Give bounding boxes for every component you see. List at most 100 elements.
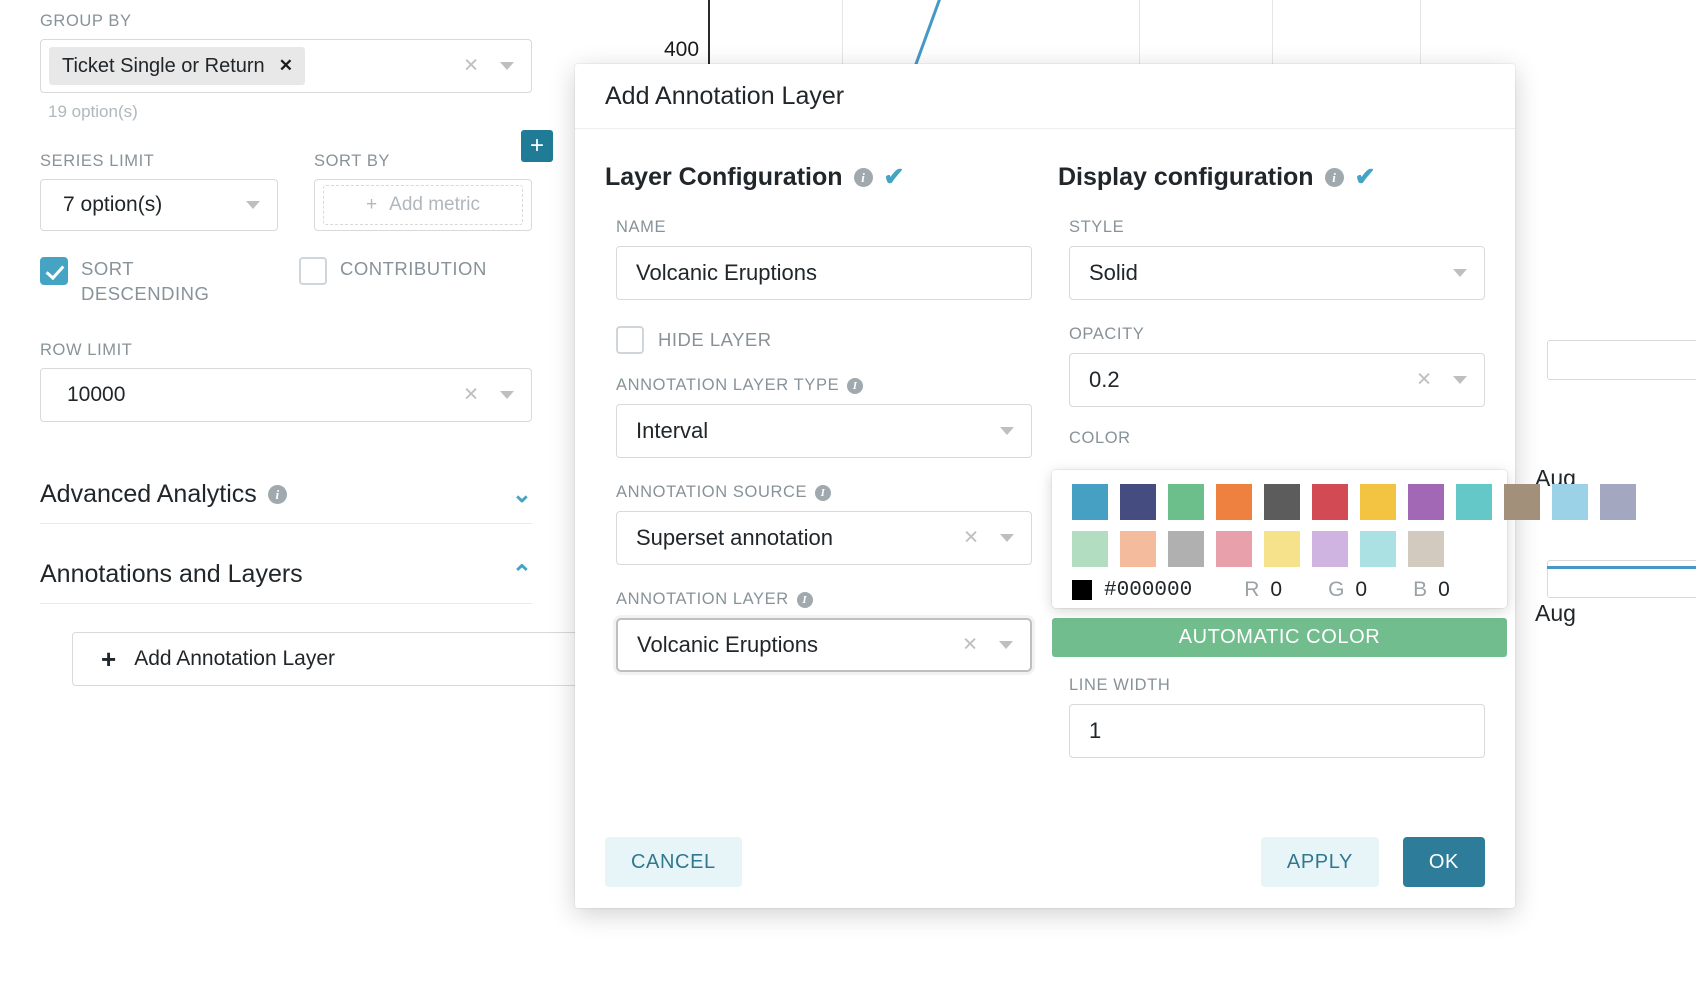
- line-width-input[interactable]: 1: [1069, 704, 1485, 758]
- control-panel: GROUP BY Ticket Single or Return ✕ ✕ 19 …: [0, 0, 582, 982]
- info-icon[interactable]: i: [267, 485, 287, 505]
- clear-icon[interactable]: ✕: [1416, 369, 1432, 391]
- annotation-layer-select[interactable]: Volcanic Eruptions ✕: [616, 618, 1032, 672]
- add-metric-button[interactable]: + Add metric: [323, 185, 523, 226]
- add-metric-label: Add metric: [389, 194, 480, 216]
- color-hex-value: #000000: [1104, 578, 1193, 602]
- group-by-select[interactable]: Ticket Single or Return ✕ ✕: [40, 39, 532, 94]
- style-select[interactable]: Solid: [1069, 246, 1485, 300]
- chart-gridline: [1272, 0, 1273, 68]
- sort-by-select[interactable]: + Add metric: [314, 179, 532, 232]
- color-swatch[interactable]: [1120, 484, 1156, 520]
- clear-icon[interactable]: ✕: [463, 384, 479, 406]
- sort-descending-label: SORT DESCENDING: [81, 258, 210, 305]
- chevron-down-icon[interactable]: [1000, 427, 1014, 435]
- chart-series-marker: [1547, 566, 1696, 569]
- color-label: COLOR: [1069, 429, 1131, 447]
- row-limit-select[interactable]: 10000 ✕: [40, 368, 532, 423]
- current-color-chip: [1072, 580, 1092, 600]
- info-icon[interactable]: i: [853, 168, 873, 187]
- color-swatch[interactable]: [1168, 531, 1204, 567]
- annotation-layer-type-value: Interval: [636, 418, 709, 443]
- color-picker-popup[interactable]: #000000 R 0 G 0 B 0: [1052, 470, 1636, 608]
- chevron-up-icon[interactable]: ⌃: [511, 560, 532, 588]
- add-annotation-layer-label: Add Annotation Layer: [134, 647, 336, 671]
- color-swatch[interactable]: [1408, 531, 1444, 567]
- modal-footer: CANCEL APPLY OK: [575, 816, 1515, 908]
- chart-gridline: [842, 0, 843, 68]
- sort-by-field: SORT BY + Add metric +: [314, 130, 553, 232]
- color-swatch[interactable]: [1072, 484, 1108, 520]
- color-swatch[interactable]: [1552, 484, 1588, 520]
- opacity-select[interactable]: 0.2 ✕: [1069, 353, 1485, 407]
- modal-title: Add Annotation Layer: [605, 81, 845, 110]
- ok-button[interactable]: OK: [1402, 837, 1485, 887]
- line-width-label: LINE WIDTH: [1069, 676, 1171, 694]
- opacity-label: OPACITY: [1069, 325, 1145, 343]
- info-icon[interactable]: i: [815, 484, 832, 501]
- color-swatch[interactable]: [1120, 531, 1156, 567]
- cancel-button[interactable]: CANCEL: [605, 837, 742, 887]
- annotation-layer-type-select[interactable]: Interval: [616, 404, 1032, 458]
- color-r-value: 0: [1270, 578, 1283, 601]
- annotation-layer-type-field: ANNOTATION LAYER TYPE i Interval: [605, 376, 1032, 458]
- annotations-and-layers-section-header[interactable]: Annotations and Layers ⌃: [40, 560, 532, 605]
- chevron-down-icon[interactable]: [1000, 534, 1014, 542]
- chevron-down-icon[interactable]: [1453, 269, 1467, 277]
- automatic-color-button[interactable]: AUTOMATIC COLOR: [1052, 618, 1507, 657]
- color-swatch[interactable]: [1456, 484, 1492, 520]
- color-r-readout: R 0: [1244, 578, 1282, 602]
- annotation-source-select[interactable]: Superset annotation ✕: [616, 511, 1032, 565]
- color-swatch[interactable]: [1072, 531, 1108, 567]
- hide-layer-checkbox-row[interactable]: HIDE LAYER: [616, 326, 1032, 354]
- color-swatch[interactable]: [1408, 484, 1444, 520]
- color-swatch[interactable]: [1168, 484, 1204, 520]
- color-swatch[interactable]: [1216, 484, 1252, 520]
- annotation-layer-field: ANNOTATION LAYER i Volcanic Eruptions ✕: [605, 590, 1032, 672]
- series-limit-select[interactable]: 7 option(s): [40, 179, 278, 232]
- hide-layer-checkbox[interactable]: [616, 326, 644, 354]
- style-label: STYLE: [1069, 218, 1125, 236]
- color-swatch[interactable]: [1360, 531, 1396, 567]
- color-swatch[interactable]: [1264, 484, 1300, 520]
- info-icon[interactable]: i: [796, 591, 813, 608]
- info-icon[interactable]: i: [847, 377, 864, 394]
- display-configuration-title: Display configuration: [1058, 163, 1314, 191]
- remove-tag-icon[interactable]: ✕: [278, 56, 293, 76]
- clear-icon[interactable]: ✕: [962, 634, 978, 656]
- opacity-value: 0.2: [1089, 367, 1120, 392]
- add-sort-by-button[interactable]: +: [521, 130, 553, 163]
- color-swatch[interactable]: [1360, 484, 1396, 520]
- clear-icon[interactable]: ✕: [463, 55, 479, 77]
- group-by-tag[interactable]: Ticket Single or Return ✕: [49, 47, 305, 86]
- display-configuration-heading: Display configuration i ✔: [1058, 163, 1485, 192]
- contribution-checkbox-row[interactable]: CONTRIBUTION: [299, 257, 487, 307]
- chevron-down-icon[interactable]: [1453, 376, 1467, 384]
- chart-tooltip-box: [1547, 340, 1696, 380]
- color-swatch[interactable]: [1504, 484, 1540, 520]
- info-icon[interactable]: i: [1324, 168, 1344, 187]
- color-swatch[interactable]: [1312, 484, 1348, 520]
- color-g-value: 0: [1355, 578, 1368, 601]
- add-annotation-layer-button[interactable]: + Add Annotation Layer: [72, 632, 582, 687]
- chevron-down-icon[interactable]: [246, 201, 260, 210]
- row-limit-label: ROW LIMIT: [40, 341, 133, 360]
- apply-button[interactable]: APPLY: [1260, 837, 1379, 887]
- color-swatch[interactable]: [1216, 531, 1252, 567]
- chevron-down-icon[interactable]: [999, 641, 1013, 649]
- color-swatch[interactable]: [1264, 531, 1300, 567]
- advanced-analytics-section-header[interactable]: Advanced Analytics i ⌄: [40, 480, 532, 525]
- name-input[interactable]: Volcanic Eruptions: [616, 246, 1032, 300]
- group-by-label: GROUP BY: [40, 12, 132, 30]
- sort-descending-checkbox-row[interactable]: SORT DESCENDING: [40, 257, 261, 307]
- contribution-checkbox[interactable]: [299, 257, 327, 286]
- clear-icon[interactable]: ✕: [963, 527, 979, 549]
- sort-descending-checkbox[interactable]: [40, 257, 68, 286]
- color-swatch[interactable]: [1312, 531, 1348, 567]
- chevron-down-icon[interactable]: [500, 62, 514, 71]
- color-swatch[interactable]: [1600, 484, 1636, 520]
- chart-gridline: [1420, 0, 1421, 68]
- chevron-down-icon[interactable]: ⌄: [511, 480, 532, 508]
- annotation-layer-label: ANNOTATION LAYER i: [616, 590, 1032, 609]
- chevron-down-icon[interactable]: [500, 391, 514, 400]
